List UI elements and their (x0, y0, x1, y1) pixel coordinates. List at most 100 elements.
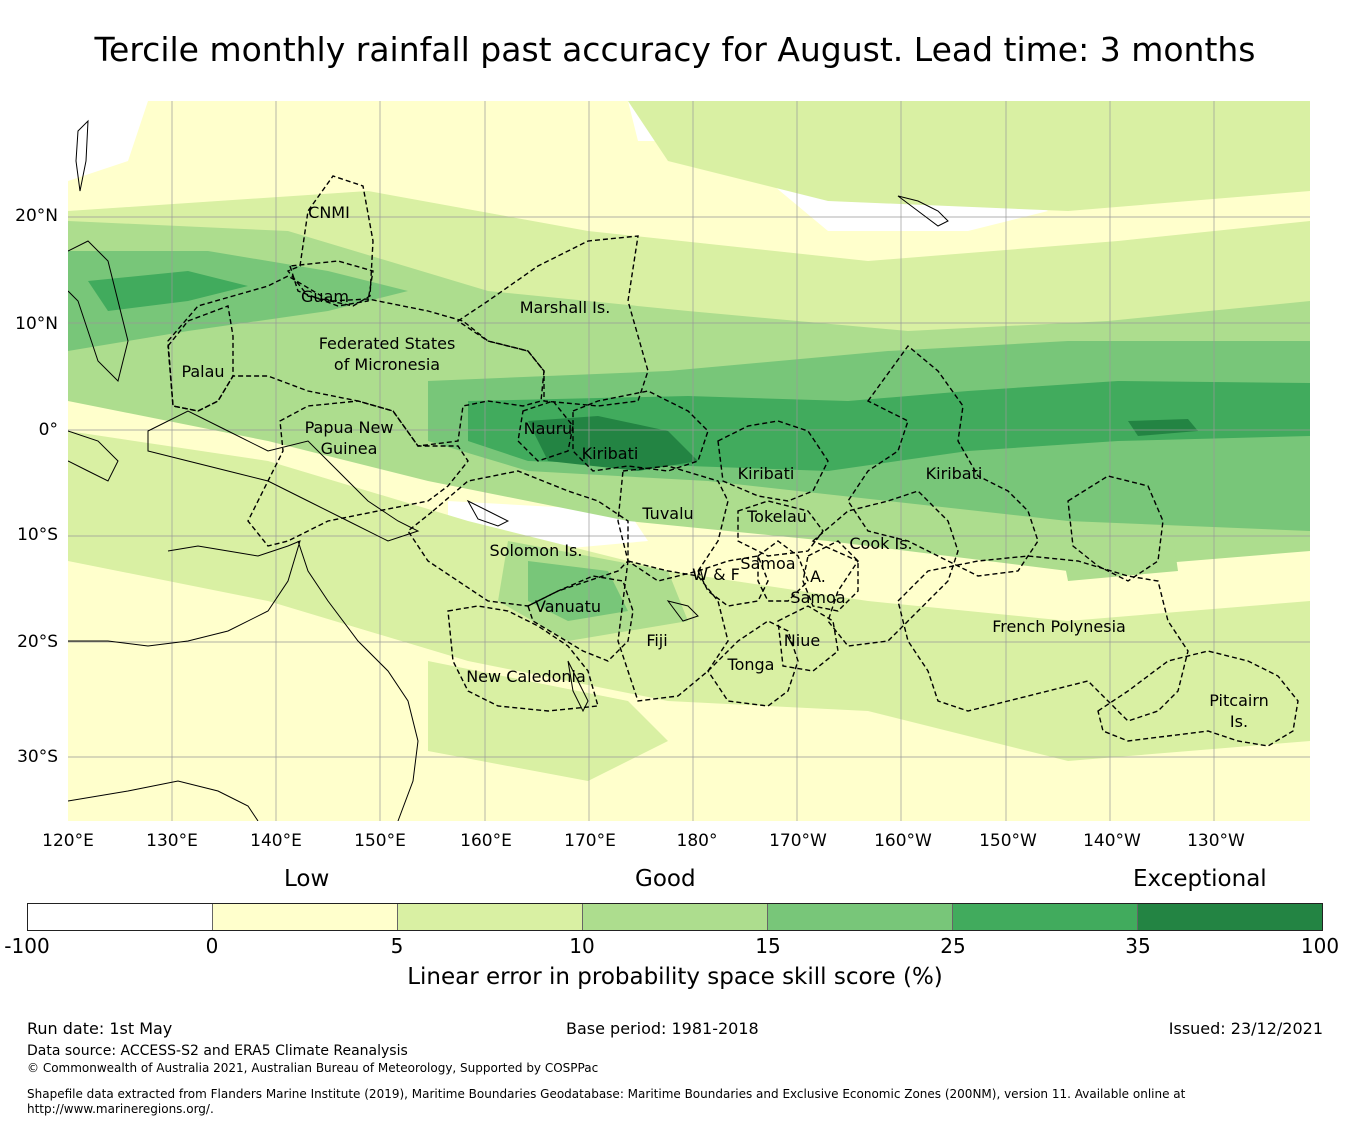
colorbar-category-good: Good (635, 866, 696, 892)
pitcairn-eez (1097, 650, 1299, 747)
lon-label-170e: 170°E (564, 831, 616, 851)
copyright: © Commonwealth of Australia 2021, Austra… (27, 1061, 599, 1075)
label-png-1: Papua New (305, 418, 394, 437)
colorbar-tick: 25 (940, 934, 966, 958)
lon-label-170w: 170°W (769, 831, 827, 851)
kiribati-w-eez (572, 390, 709, 472)
label-asamoa-1: A. (810, 567, 826, 586)
label-frenchpoly: French Polynesia (992, 617, 1126, 636)
solomon-eez (407, 470, 629, 607)
label-fsm-1: Federated States (319, 334, 456, 353)
eez-boundaries (167, 175, 1299, 747)
fsm-eez (167, 275, 545, 447)
vanuatu-eez (527, 575, 634, 662)
colorbar-tick: -100 (4, 934, 50, 958)
lat-label-10s: 10°S (17, 525, 58, 545)
guam-eez (289, 260, 374, 307)
shapefile-url: http://www.marineregions.org/. (27, 1102, 214, 1116)
colorbar (27, 903, 1323, 931)
png-eez (247, 400, 469, 547)
lon-label-130e: 130°E (146, 831, 198, 851)
samoa-eez (757, 540, 809, 602)
lat-label-20s: 20°S (17, 632, 58, 652)
label-solomon: Solomon Is. (490, 541, 583, 560)
lat-label-20n: 20°N (15, 206, 58, 226)
lon-label-140e: 140°E (250, 831, 302, 851)
kiribati-e-eez (847, 344, 1039, 577)
lat-label-eq: 0° (38, 420, 58, 440)
cook-eez (811, 490, 959, 647)
map-gridlines (68, 101, 1310, 821)
nauru-eez (517, 400, 574, 462)
colorbar-tick: 0 (205, 934, 219, 958)
map-title: Tercile monthly rainfall past accuracy f… (94, 30, 1256, 69)
label-fsm-2: of Micronesia (334, 355, 440, 374)
colorbar-segment (28, 904, 213, 930)
label-cook: Cook Is. (849, 534, 912, 553)
label-tonga: Tonga (727, 655, 775, 674)
label-samoa: Samoa (740, 554, 795, 573)
tonga-eez (707, 620, 799, 707)
tuvalu-eez (617, 465, 729, 582)
asamoa-eez (802, 540, 859, 612)
label-kiribati-e: Kiribati (926, 464, 983, 483)
label-tuvalu: Tuvalu (641, 504, 693, 523)
colorbar-segment (398, 904, 583, 930)
colorbar-category-low: Low (284, 866, 330, 892)
label-png-2: Guinea (321, 439, 378, 458)
colorbar-segment (768, 904, 953, 930)
colorbar-segment (953, 904, 1138, 930)
lon-label-130w: 130°W (1187, 831, 1245, 851)
label-kiribati-c: Kiribati (738, 464, 795, 483)
label-fiji: Fiji (646, 631, 667, 650)
newcal-eez (447, 605, 599, 712)
label-cnmi: CNMI (308, 203, 350, 222)
colorbar-segment (1138, 904, 1322, 930)
lon-label-120e: 120°E (42, 831, 94, 851)
niue-eez (777, 605, 839, 672)
label-guam: Guam (301, 287, 349, 306)
kiribati-far-e-eez (1067, 475, 1164, 582)
colorbar-tick: 100 (1300, 934, 1340, 958)
label-pitcairn-1: Pitcairn (1209, 691, 1269, 710)
lon-label-160e: 160°E (460, 831, 512, 851)
label-palau: Palau (181, 362, 224, 381)
marshall-eez (456, 235, 649, 407)
label-tokelau: Tokelau (746, 507, 807, 526)
lon-label-180: 180° (676, 831, 718, 851)
label-kiribati-w: Kiribati (582, 444, 639, 463)
lon-label-150w: 150°W (979, 831, 1037, 851)
coastlines (68, 119, 949, 821)
label-nauru: Nauru (524, 419, 573, 438)
frenchpoly-eez (897, 555, 1189, 722)
label-vanuatu: Vanuatu (535, 597, 601, 616)
region-labels: CNMI Guam Marshall Is. Federated States … (181, 203, 1268, 731)
run-date: Run date: 1st May (27, 1019, 173, 1038)
skill-map: CNMI Guam Marshall Is. Federated States … (68, 101, 1310, 821)
lon-label-140w: 140°W (1083, 831, 1141, 851)
shapefile-credit: Shapefile data extracted from Flanders M… (27, 1087, 1186, 1101)
lat-label-10n: 10°N (15, 314, 58, 334)
label-wf: W & F (692, 565, 740, 584)
fiji-eez (617, 560, 729, 702)
colorbar-label: Linear error in probability space skill … (407, 964, 943, 990)
kiribati-c-eez (717, 420, 829, 502)
palau-eez (167, 305, 234, 412)
lon-label-160w: 160°W (874, 831, 932, 851)
label-marshall: Marshall Is. (520, 298, 611, 317)
label-niue: Niue (784, 631, 820, 650)
lon-label-150e: 150°E (354, 831, 406, 851)
label-asamoa-2: Samoa (790, 588, 845, 607)
skill-map-canvas: CNMI Guam Marshall Is. Federated States … (68, 101, 1310, 821)
data-source: Data source: ACCESS-S2 and ERA5 Climate … (27, 1043, 408, 1059)
colorbar-segment (213, 904, 398, 930)
colorbar-tick: 5 (390, 934, 404, 958)
label-newcal: New Caledonia (466, 667, 586, 686)
lat-label-30s: 30°S (17, 747, 58, 767)
colorbar-tick: 15 (755, 934, 781, 958)
colorbar-tick: 35 (1125, 934, 1151, 958)
issued-date: Issued: 23/12/2021 (1168, 1019, 1323, 1038)
base-period: Base period: 1981-2018 (566, 1019, 759, 1038)
colorbar-category-exceptional: Exceptional (1133, 866, 1267, 892)
label-pitcairn-2: Is. (1230, 712, 1248, 731)
